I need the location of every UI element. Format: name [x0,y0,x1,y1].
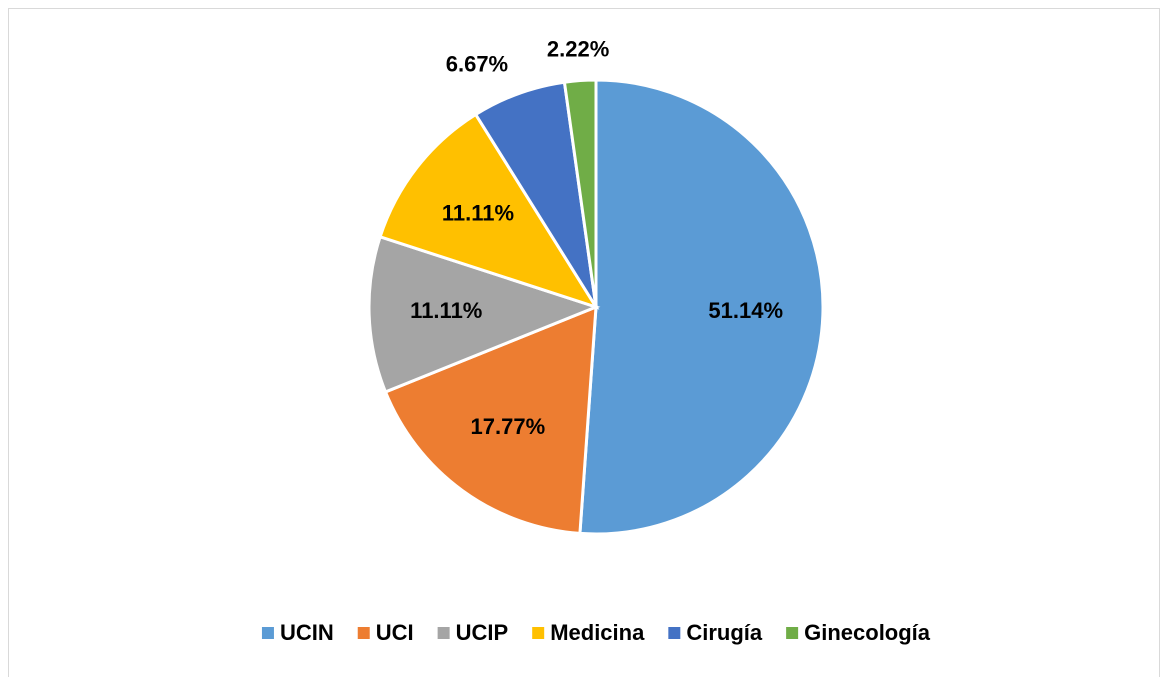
data-label: 6.67% [446,51,508,76]
legend-label: UCIN [280,620,334,645]
pie-slice [367,234,601,394]
legend-swatch [532,627,545,639]
legend-swatch [437,627,450,639]
pie-slice [383,304,598,536]
legend-swatch [357,627,370,639]
data-label: 51.14% [708,298,783,323]
legend-swatch [668,627,681,639]
legend-label: Ginecología [804,620,931,645]
data-label: 11.11% [442,201,514,226]
pie-slice [562,78,598,308]
legend-swatch [261,627,274,639]
legend: UCIN UCI UCIP Medicina Cirugía Ginecología [261,620,931,645]
legend-label: Cirugía [686,620,763,645]
pie-slice [378,112,600,310]
legend-swatch [786,627,799,639]
data-label: 17.77% [471,414,546,439]
legend-label: UCIP [456,620,509,645]
pie-slice [578,78,825,536]
data-labels: 51.14% 17.77% 11.11% 11.11% 6.67% 2.22% [410,36,783,439]
legend-label: UCI [376,620,414,645]
data-label: 2.22% [547,36,609,61]
data-label: 11.11% [410,298,482,323]
pie [367,78,825,536]
legend-label: Medicina [550,620,645,645]
